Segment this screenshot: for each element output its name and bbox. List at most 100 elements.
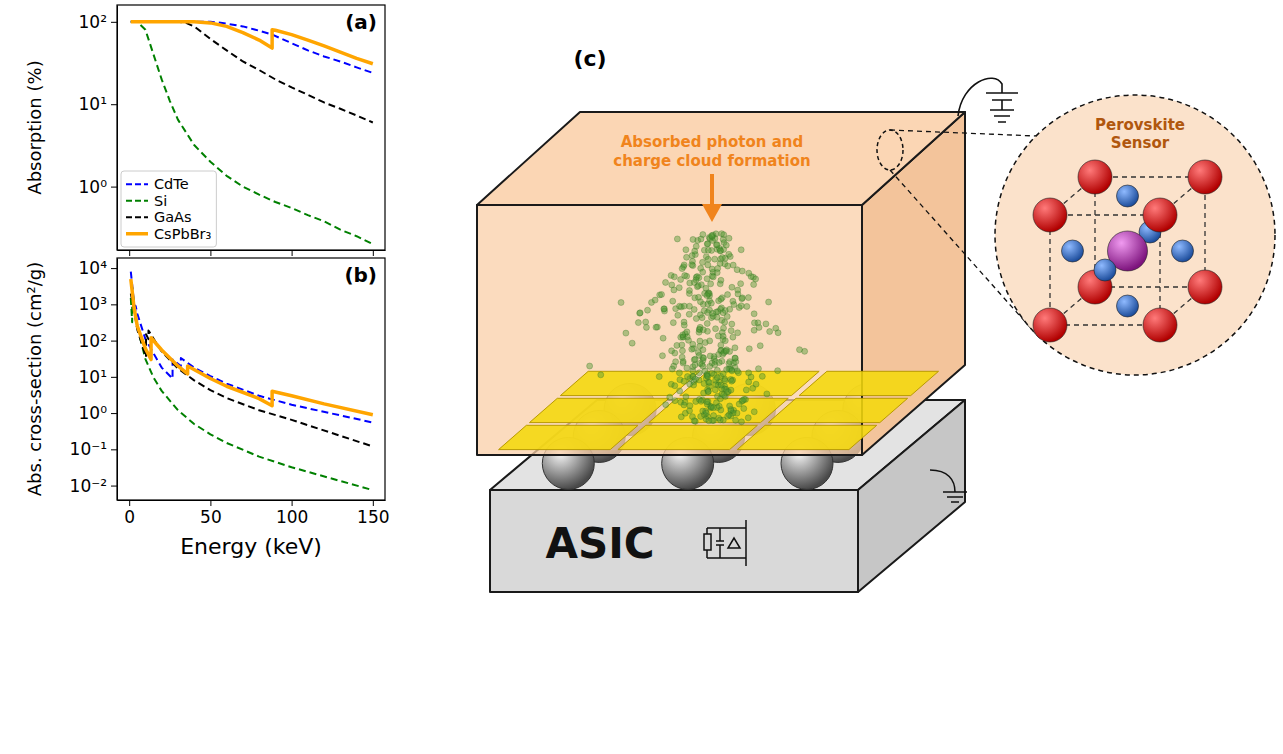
ground-wire — [930, 470, 955, 492]
cloud-dot — [706, 380, 712, 386]
cloud-dot — [692, 248, 698, 254]
cloud-dot — [727, 359, 733, 365]
y-tick-mark — [111, 486, 117, 487]
y-axis: 10⁻²10⁻¹10⁰10¹10²10³10⁴ — [70, 258, 118, 500]
cloud-dot — [703, 410, 709, 416]
cloud-dot — [705, 256, 711, 262]
cloud-dot — [745, 295, 751, 301]
cloud-dot — [671, 274, 677, 280]
x-tick — [373, 250, 374, 256]
series-line — [131, 22, 373, 64]
series-line — [131, 287, 373, 490]
cloud-dot — [718, 277, 724, 283]
cloud-dot — [723, 348, 729, 354]
cloud-dot — [690, 236, 696, 242]
y-axis-title: Abs. cross-section (cm²/g) — [24, 262, 45, 496]
cloud-dot — [705, 389, 711, 395]
cloud-dot — [746, 270, 752, 276]
cloud-dot — [680, 332, 686, 338]
x-tick-mark — [210, 250, 211, 256]
y-tick-label: 10⁰ — [79, 177, 108, 197]
panel-title: (a) — [345, 10, 377, 34]
cloud-dot — [724, 367, 730, 373]
cloud-dot — [726, 251, 732, 257]
text-line: charge cloud formation — [613, 152, 810, 170]
cloud-dot — [696, 370, 702, 376]
cloud-dot — [712, 387, 718, 393]
cloud-dot — [704, 293, 710, 299]
diagram: ASIC Absorbed photon andcharge cloud form… — [477, 46, 1275, 592]
legend-swatch — [126, 232, 148, 236]
x-axis-line — [118, 250, 386, 251]
y-tick-label: 10⁰ — [79, 403, 108, 423]
cloud-dot — [683, 247, 689, 253]
panel: 10⁻²10⁻¹10⁰10¹10²10³10⁴050100150(b)Abs. … — [24, 258, 390, 559]
cloud-dot — [667, 394, 673, 400]
cloud-dot — [718, 407, 724, 413]
icon-wire — [707, 520, 746, 566]
text-line: Sensor — [1111, 134, 1170, 152]
cloud-dot — [689, 262, 695, 268]
cloud-dot — [663, 402, 669, 408]
figure: 10⁰10¹10²(a)Absorption (%)CdTeSiGaAsCsPb… — [0, 0, 1283, 754]
panel-title: (b) — [344, 263, 377, 287]
legend-label: Si — [154, 193, 167, 209]
cloud-dot — [738, 247, 744, 253]
legend-item: Si — [126, 193, 167, 209]
cloud-dot — [710, 310, 716, 316]
cloud-dot — [751, 282, 757, 288]
cloud-dot — [691, 306, 697, 312]
y-tick: 10⁰ — [79, 403, 117, 423]
cloud-dot — [715, 333, 721, 339]
cloud-dot — [689, 346, 695, 352]
cloud-dot — [719, 255, 725, 261]
y-tick-label: 10⁻¹ — [70, 439, 107, 459]
cloud-dot — [730, 262, 736, 268]
atom-corner — [1143, 198, 1177, 232]
cloud-dot — [741, 406, 747, 412]
series-line — [131, 22, 373, 123]
crystal — [1033, 160, 1222, 342]
cloud-dot — [745, 415, 751, 421]
cloud-dot — [661, 306, 667, 312]
y-axis-title: Absorption (%) — [24, 60, 45, 194]
cloud-dot — [722, 319, 728, 325]
cloud-dot — [714, 242, 720, 248]
cloud-dot — [709, 370, 715, 376]
panel-label: (c) — [573, 46, 606, 71]
chip-label: ASIC — [545, 519, 654, 568]
cloud-dot — [725, 413, 731, 419]
bias-source — [958, 78, 1018, 122]
y-tick: 10³ — [79, 294, 117, 314]
y-tick-mark — [111, 449, 117, 450]
y-tick: 10⁻¹ — [70, 439, 117, 459]
cloud-dot — [700, 327, 706, 333]
cloud-dot — [713, 242, 719, 248]
cloud-dot — [669, 366, 675, 372]
annotation: Absorbed photon andcharge cloud formatio… — [613, 133, 810, 170]
cloud-dot — [714, 375, 720, 381]
cloud-dot — [677, 388, 683, 394]
panel: 10⁰10¹10²(a)Absorption (%)CdTeSiGaAsCsPb… — [24, 5, 386, 256]
y-tick-mark — [111, 268, 117, 269]
cloud-dot — [732, 345, 738, 351]
y-tick: 10² — [79, 331, 117, 351]
pixel-pad — [737, 425, 876, 449]
pixel-pad — [799, 371, 938, 395]
y-axis-line — [117, 6, 118, 251]
legend-item: CdTe — [126, 176, 189, 192]
y-tick: 10¹ — [79, 367, 117, 387]
cloud-dot — [681, 378, 687, 384]
cloud-dot — [725, 292, 731, 298]
photon-arrow-head — [702, 204, 722, 222]
cloud-dot — [693, 316, 699, 322]
cloud-dot — [725, 263, 731, 269]
atom-face — [1062, 240, 1084, 262]
battery-plates — [986, 93, 1018, 100]
y-tick-mark — [111, 377, 117, 378]
cloud-dot — [716, 360, 722, 366]
legend-box — [121, 171, 216, 247]
cloud-dot — [676, 285, 682, 291]
cloud-dot — [744, 303, 750, 309]
x-tick-label: 150 — [357, 507, 389, 527]
